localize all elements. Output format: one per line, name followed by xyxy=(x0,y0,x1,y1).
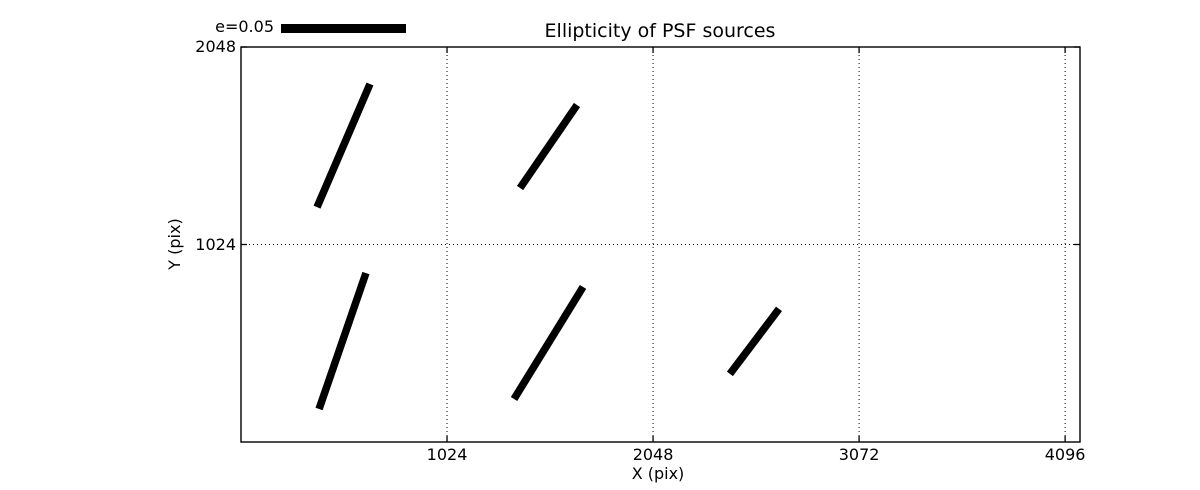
x-axis-label: X (pix) xyxy=(631,464,685,483)
legend-label: e=0.05 xyxy=(215,17,274,36)
x-tick-label: 4096 xyxy=(1044,445,1086,464)
y-tick-label: 1024 xyxy=(195,234,236,254)
ellipticity-whisker xyxy=(313,82,374,209)
plot-border xyxy=(240,46,1081,443)
y-tick-label: 2048 xyxy=(195,37,236,56)
chart-title: Ellipticity of PSF sources xyxy=(544,20,776,42)
ellipticity-whisker xyxy=(516,102,581,191)
ellipticity-whisker xyxy=(315,271,370,411)
ellipticity-whisker xyxy=(726,306,782,377)
x-tick-label: 1024 xyxy=(426,445,468,464)
x-tick-label: 3072 xyxy=(838,445,880,464)
x-tick-label: 2048 xyxy=(632,445,674,464)
ellipticity-whisker xyxy=(510,284,587,401)
legend-scale-bar xyxy=(281,24,406,33)
